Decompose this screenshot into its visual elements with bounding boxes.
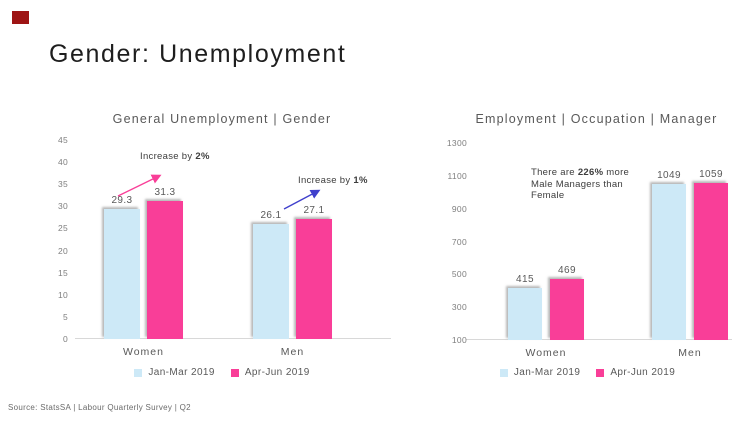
plot-area: 100 300 500 700 900 1100 1300 415 469 Women 1049 10…	[440, 138, 735, 359]
bar-women-apr-jun-2019: 469	[550, 265, 584, 340]
category-label: Men	[280, 346, 305, 358]
legend-item-jan-mar-2019: Jan-Mar 2019	[134, 367, 215, 378]
y-axis-tick-label: 300	[451, 302, 467, 313]
chart-title: Employment | Occupation | Manager	[475, 112, 718, 126]
chart-panel-general-unemployment: General Unemployment | Gender 0 5 10 15 20 25…	[48, 110, 396, 388]
bar-group-men: 1049 1059 Men	[652, 143, 728, 359]
legend-swatch-pink	[596, 368, 605, 377]
legend-item-apr-jun-2019: Apr-Jun 2019	[230, 367, 310, 378]
y-axis-tick-label: 500	[451, 269, 467, 280]
bar-value-label: 415	[516, 274, 534, 285]
y-axis-tick-label: 45	[57, 135, 68, 145]
bar-group-women: 415 469 Women	[508, 143, 584, 359]
legend-label: Apr-Jun 2019	[244, 367, 310, 378]
y-axis-tick-label: 10	[57, 289, 68, 300]
bar-women-apr-jun-2019: 31.3	[147, 187, 183, 339]
bar-women-jan-mar-2019: 29.3	[104, 195, 140, 339]
legend-swatch-blue	[134, 368, 143, 377]
category-label: Men	[678, 347, 702, 359]
chart-legend: Jan-Mar 2019 Apr-Jun 2019	[440, 367, 735, 378]
legend-swatch-blue	[499, 368, 508, 377]
y-axis-tick-label: 20	[57, 245, 68, 256]
bar-value-label: 469	[558, 265, 576, 276]
y-axis-tick-label: 15	[57, 267, 68, 278]
y-axis-tick-label: 1100	[447, 170, 467, 181]
annotation-increase-1pct: Increase by 1%	[298, 175, 368, 187]
legend-item-apr-jun-2019: Apr-Jun 2019	[596, 367, 675, 378]
annotation-text: Increase by	[298, 175, 354, 186]
legend-item-jan-mar-2019: Jan-Mar 2019	[499, 367, 581, 378]
y-axis-tick-label: 25	[57, 223, 68, 234]
annotation-226pct: There are 226% more Male Managers than F…	[531, 167, 653, 202]
legend-swatch-pink	[230, 368, 239, 377]
bar-men-jan-mar-2019: 26.1	[253, 210, 289, 339]
category-label: Women	[525, 347, 567, 359]
y-axis-tick-label: 0	[62, 334, 68, 344]
plot-area: 0 5 10 15 20 25 30 35 40 45 29.3 31.3 Women 26.1 27.1 M…	[48, 135, 396, 358]
annotation-text: more Male Managers than Female	[531, 167, 630, 201]
bar-value-label: 27.1	[303, 205, 325, 216]
y-axis-tick-label: 35	[57, 179, 68, 190]
slide-accent-mark	[12, 11, 29, 24]
y-axis-tick-label: 100	[451, 335, 467, 345]
chart-legend: Jan-Mar 2019 Apr-Jun 2019	[48, 367, 396, 378]
chart-title: General Unemployment | Gender	[112, 112, 332, 126]
annotation-increase-2pct: Increase by 2%	[140, 151, 210, 163]
y-axis-tick-label: 900	[451, 203, 467, 214]
legend-label: Jan-Mar 2019	[148, 367, 215, 378]
annotation-bold-text: 1%	[353, 175, 368, 186]
annotation-bold-text: 226%	[577, 167, 604, 178]
bar-group-men: 26.1 27.1 Men	[253, 140, 332, 358]
y-axis-tick-label: 40	[57, 157, 68, 168]
bar-value-label: 1059	[699, 169, 723, 180]
source-citation: Source: StatsSA | Labour Quarterly Surve…	[8, 403, 191, 412]
x-axis-line	[75, 338, 391, 339]
annotation-bold-text: 2%	[195, 151, 210, 162]
legend-label: Jan-Mar 2019	[513, 367, 581, 378]
bar-value-label: 1049	[657, 170, 681, 181]
bar-men-apr-jun-2019: 27.1	[296, 205, 332, 339]
y-axis-tick-label: 5	[62, 311, 68, 322]
annotation-text: There are	[531, 167, 578, 178]
bar-men-jan-mar-2019: 1049	[652, 170, 686, 340]
bar-men-apr-jun-2019: 1059	[694, 169, 728, 340]
slide-title: Gender: Unemployment	[49, 40, 347, 68]
bar-group-women: 29.3 31.3 Women	[104, 140, 183, 358]
x-axis-line	[466, 339, 732, 340]
chart-panel-employment-managers: Employment | Occupation | Manager 100 300…	[440, 110, 735, 388]
y-axis-tick-label: 700	[451, 236, 467, 247]
bar-value-label: 26.1	[260, 210, 282, 221]
annotation-text: Increase by	[140, 151, 196, 162]
legend-label: Apr-Jun 2019	[610, 367, 676, 378]
category-label: Women	[123, 346, 164, 358]
bar-women-jan-mar-2019: 415	[508, 274, 542, 340]
bar-value-label: 29.3	[111, 195, 133, 206]
y-axis-tick-label: 1300	[446, 138, 467, 148]
bar-value-label: 31.3	[154, 187, 176, 198]
y-axis-tick-label: 30	[57, 201, 68, 212]
